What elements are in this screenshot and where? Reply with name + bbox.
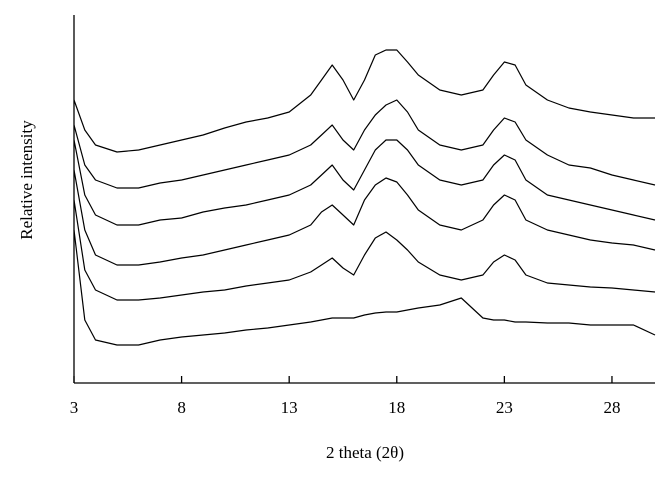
- x-tick-label: 8: [177, 398, 186, 417]
- x-tick-label: 18: [388, 398, 405, 417]
- trace: [73, 49, 655, 153]
- trace: [73, 139, 656, 226]
- x-tick-label: 23: [496, 398, 513, 417]
- y-axis-label: Relative intensity: [17, 120, 36, 240]
- x-axis-label: 2 theta (2θ): [326, 443, 404, 462]
- trace: [73, 229, 656, 346]
- trace: [73, 99, 656, 189]
- trace: [73, 169, 656, 266]
- x-tick-label: 3: [70, 398, 79, 417]
- x-tick-label: 13: [281, 398, 298, 417]
- x-tick-label: 28: [603, 398, 620, 417]
- trace: [73, 199, 656, 301]
